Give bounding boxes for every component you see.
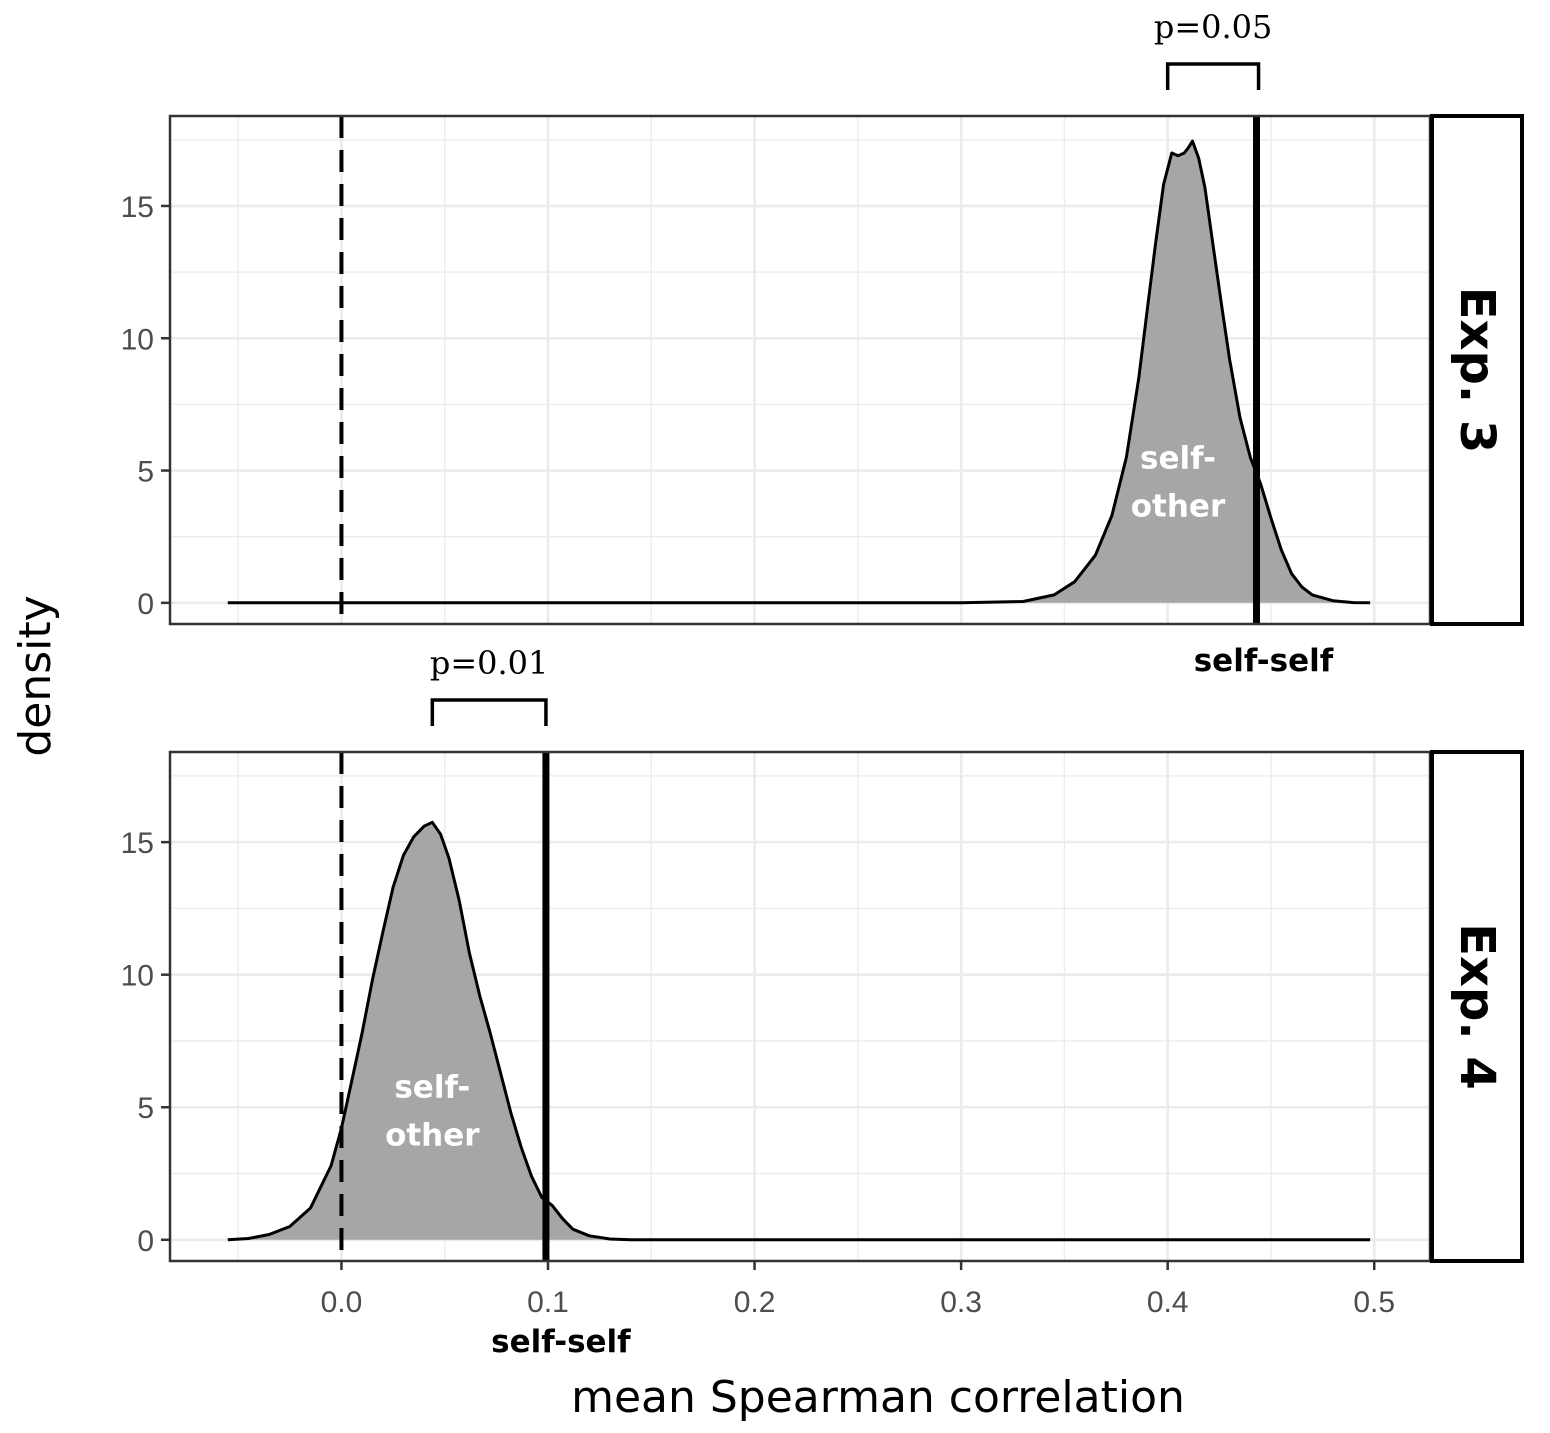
- x-tick-label: 0.1: [527, 1286, 569, 1319]
- density-line: [227, 820, 1371, 1242]
- y-tick-label: 15: [121, 191, 154, 224]
- p-value-label: p=0.05: [1154, 8, 1273, 46]
- y-tick-label: 0: [137, 1225, 154, 1258]
- self-other-label-line2: other: [1131, 489, 1226, 525]
- self-self-label: self-self: [1194, 643, 1334, 679]
- p-value-bracket: [1165, 62, 1261, 90]
- p-value-bracket: [430, 698, 548, 726]
- y-axis-title: density: [10, 595, 61, 756]
- y-tick-label: 5: [137, 456, 154, 489]
- x-tick-label: 0.5: [1353, 1286, 1395, 1319]
- self-other-label-line1: self-: [394, 1069, 470, 1105]
- x-tick-label: 0.4: [1147, 1286, 1189, 1319]
- facet-strip-label: Exp. 4: [1449, 923, 1505, 1089]
- x-tick-label: 0.0: [321, 1286, 363, 1319]
- y-tick-label: 10: [121, 960, 154, 993]
- self-other-label-line1: self-: [1140, 441, 1216, 477]
- x-tick-label: 0.3: [940, 1286, 982, 1319]
- facet-strip-label: Exp. 3: [1449, 287, 1505, 453]
- self-self-label: self-self: [491, 1324, 631, 1360]
- panel-exp-4: 0 5 10 15 Exp. 4 self-other self-self p=0.01: [121, 644, 1524, 1360]
- facet-strip: [1430, 750, 1524, 1263]
- y-tick-label: 5: [137, 1092, 154, 1125]
- self-other-label-line2: other: [385, 1117, 480, 1153]
- y-tick-label: 0: [137, 588, 154, 621]
- x-axis-title: mean Spearman correlation: [571, 1372, 1185, 1423]
- p-value-label: p=0.01: [430, 644, 549, 682]
- facet-strip: [1430, 114, 1524, 626]
- y-tick-label: 10: [121, 323, 154, 356]
- y-tick-label: 15: [121, 827, 154, 860]
- x-axis: 0.0 0.1 0.2 0.3 0.4 0.5: [321, 1261, 1395, 1319]
- panel-exp-3: 0 5 10 15 Exp. 3 self-other self-self p=0.05: [121, 8, 1524, 679]
- x-tick-label: 0.2: [734, 1286, 776, 1319]
- density-line: [227, 139, 1371, 605]
- density-area: [227, 822, 1371, 1240]
